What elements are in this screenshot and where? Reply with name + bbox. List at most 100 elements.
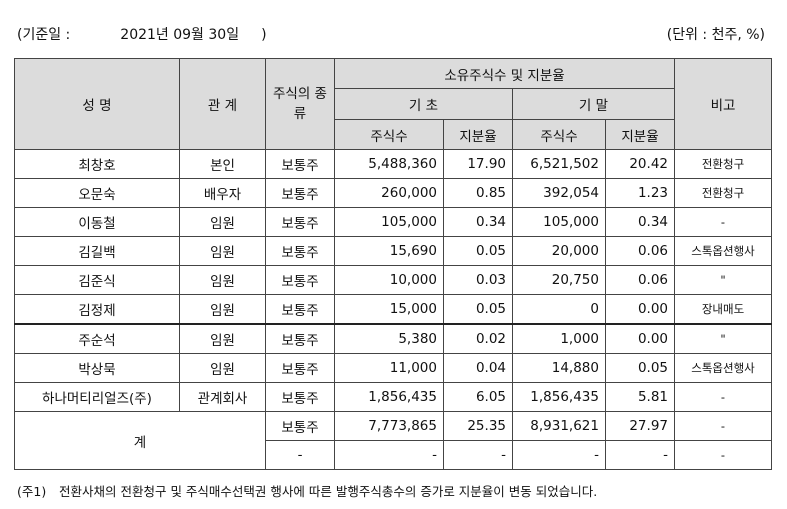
- cell-begin-ratio: 0.85: [443, 178, 513, 208]
- cell-note: -: [674, 207, 772, 237]
- cell-end-ratio: 27.97: [605, 411, 675, 441]
- cell-stock-type: -: [265, 440, 335, 470]
- table-row: 김길백 임원 보통주 15,690 0.05 20,000 0.06 스톡옵션행…: [14, 236, 772, 266]
- footnote-text: 전환사채의 전환청구 및 주식매수선택권 행사에 따른 발행주식총수의 증가로 …: [59, 484, 598, 499]
- cell-end-shares: 8,931,621: [512, 411, 606, 441]
- header-begin-shares: 주식수: [334, 119, 444, 150]
- cell-begin-shares: 15,690: [334, 236, 444, 266]
- cell-relation: 임원: [179, 265, 266, 295]
- cell-begin-shares: 7,773,865: [334, 411, 444, 441]
- footnote: (주1) 전환사채의 전환청구 및 주식매수선택권 행사에 따른 발행주식총수의 …: [17, 481, 597, 500]
- header-holdings: 소유주식수 및 지분율: [334, 58, 675, 89]
- cell-end-ratio: 0.06: [605, 236, 675, 266]
- cell-name: 김정제: [14, 294, 180, 325]
- cell-note: 스톡옵션행사: [674, 236, 772, 266]
- cell-end-shares: 20,750: [512, 265, 606, 295]
- cell-name: 오문숙: [14, 178, 180, 208]
- cell-begin-ratio: 0.02: [443, 323, 513, 354]
- base-date-value: 2021년 09월 30일: [120, 27, 240, 43]
- cell-begin-ratio: -: [443, 440, 513, 470]
- cell-note: -: [674, 382, 772, 412]
- cell-begin-ratio: 0.03: [443, 265, 513, 295]
- header-stock-type: 주식의 종류: [265, 58, 335, 150]
- cell-name: 김길백: [14, 236, 180, 266]
- cell-begin-shares: 260,000: [334, 178, 444, 208]
- cell-end-shares: 392,054: [512, 178, 606, 208]
- cell-stock-type: 보통주: [265, 207, 335, 237]
- base-date-label: (기준일 :: [17, 27, 71, 43]
- total-row: - - - - - -: [15, 440, 772, 470]
- header-end: 기 말: [512, 88, 675, 120]
- table-row: 주순석 임원 보통주 5,380 0.02 1,000 0.00 ": [14, 323, 772, 354]
- cell-note: -: [674, 440, 772, 470]
- cell-note: 스톡옵션행사: [674, 353, 772, 383]
- cell-end-shares: 14,880: [512, 353, 606, 383]
- cell-note: 전환청구: [674, 149, 772, 179]
- unit-label: (단위 : 천주, %): [666, 27, 765, 43]
- cell-relation: 관계회사: [179, 382, 266, 412]
- cell-note: 장내매도: [674, 294, 772, 325]
- cell-begin-shares: 1,856,435: [334, 382, 444, 412]
- cell-relation: 임원: [179, 207, 266, 237]
- cell-begin-ratio: 17.90: [443, 149, 513, 179]
- cell-stock-type: 보통주: [265, 411, 335, 441]
- cell-begin-ratio: 0.05: [443, 236, 513, 266]
- cell-end-shares: 1,000: [512, 323, 606, 354]
- table-row: 김정제 임원 보통주 15,000 0.05 0 0.00 장내매도: [14, 294, 772, 325]
- cell-begin-ratio: 6.05: [443, 382, 513, 412]
- cell-begin-shares: 5,380: [334, 323, 444, 354]
- total-label: 계: [14, 411, 266, 470]
- cell-begin-shares: 10,000: [334, 265, 444, 295]
- cell-end-shares: 105,000: [512, 207, 606, 237]
- cell-end-ratio: 0.34: [605, 207, 675, 237]
- cell-begin-ratio: 0.05: [443, 294, 513, 325]
- cell-begin-ratio: 0.04: [443, 353, 513, 383]
- header-note: 비고: [674, 58, 772, 150]
- table-row: 박상묵 임원 보통주 11,000 0.04 14,880 0.05 스톡옵션행…: [14, 353, 772, 383]
- cell-begin-shares: 15,000: [334, 294, 444, 325]
- cell-begin-ratio: 0.34: [443, 207, 513, 237]
- cell-relation: 임원: [179, 353, 266, 383]
- base-date: (기준일 : 2021년 09월 30일): [17, 24, 267, 44]
- cell-relation: 배우자: [179, 178, 266, 208]
- cell-end-shares: 6,521,502: [512, 149, 606, 179]
- cell-end-shares: 1,856,435: [512, 382, 606, 412]
- table-row: 김준식 임원 보통주 10,000 0.03 20,750 0.06 ": [14, 265, 772, 295]
- cell-begin-shares: -: [334, 440, 444, 470]
- cell-stock-type: 보통주: [265, 265, 335, 295]
- total-row: 계 보통주 7,773,865 25.35 8,931,621 27.97 -: [14, 411, 772, 470]
- header-name: 성 명: [14, 58, 180, 150]
- header-relation: 관 계: [179, 58, 266, 150]
- cell-end-ratio: 5.81: [605, 382, 675, 412]
- cell-note: 전환청구: [674, 178, 772, 208]
- cell-name: 하나머티리얼즈(주): [14, 382, 180, 412]
- cell-stock-type: 보통주: [265, 149, 335, 179]
- cell-name: 최창호: [14, 149, 180, 179]
- cell-note: ": [674, 323, 772, 354]
- cell-end-ratio: 0.00: [605, 294, 675, 325]
- header-end-ratio: 지분율: [605, 119, 675, 150]
- cell-name: 주순석: [14, 323, 180, 354]
- cell-begin-shares: 105,000: [334, 207, 444, 237]
- cell-end-ratio: 0.06: [605, 265, 675, 295]
- cell-end-shares: 20,000: [512, 236, 606, 266]
- cell-note: ": [674, 265, 772, 295]
- cell-end-ratio: 20.42: [605, 149, 675, 179]
- header-end-shares: 주식수: [512, 119, 606, 150]
- cell-stock-type: 보통주: [265, 178, 335, 208]
- cell-stock-type: 보통주: [265, 353, 335, 383]
- cell-end-shares: -: [512, 440, 606, 470]
- cell-note: -: [674, 411, 772, 441]
- header-begin-ratio: 지분율: [443, 119, 513, 150]
- cell-relation: 본인: [179, 149, 266, 179]
- cell-name: 김준식: [14, 265, 180, 295]
- table-row: 이동철 임원 보통주 105,000 0.34 105,000 0.34 -: [14, 207, 772, 237]
- cell-name: 이동철: [14, 207, 180, 237]
- footnote-label: (주1): [17, 484, 47, 499]
- cell-begin-ratio: 25.35: [443, 411, 513, 441]
- cell-stock-type: 보통주: [265, 294, 335, 325]
- table-row: 오문숙 배우자 보통주 260,000 0.85 392,054 1.23 전환…: [14, 178, 772, 208]
- header-begin: 기 초: [334, 88, 513, 120]
- cell-begin-shares: 5,488,360: [334, 149, 444, 179]
- table-row: 하나머티리얼즈(주) 관계회사 보통주 1,856,435 6.05 1,856…: [14, 382, 772, 412]
